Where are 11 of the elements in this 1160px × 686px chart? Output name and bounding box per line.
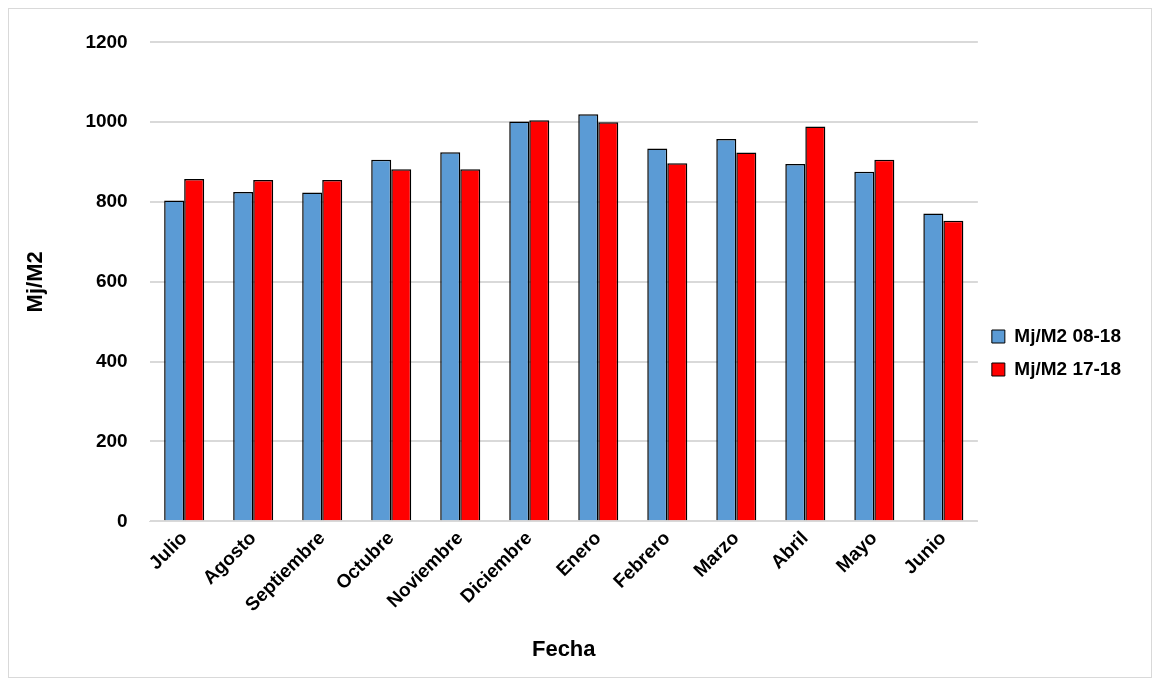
y-tick-label: 800 — [95, 190, 128, 212]
x-axis-title: Fecha — [531, 635, 597, 661]
y-tick-label: 1200 — [85, 30, 128, 52]
legend-label: Mj/M2 08-18 — [1014, 324, 1121, 346]
legend-label: Mj/M2 17-18 — [1014, 357, 1121, 379]
y-axis-title: Mj/M2 — [22, 251, 48, 313]
y-tick-label: 1000 — [85, 110, 128, 132]
y-tick-label: 400 — [95, 349, 128, 371]
y-tick-label: 0 — [117, 509, 128, 531]
y-tick-label: 600 — [95, 270, 128, 292]
y-tick-label: 200 — [95, 429, 128, 451]
